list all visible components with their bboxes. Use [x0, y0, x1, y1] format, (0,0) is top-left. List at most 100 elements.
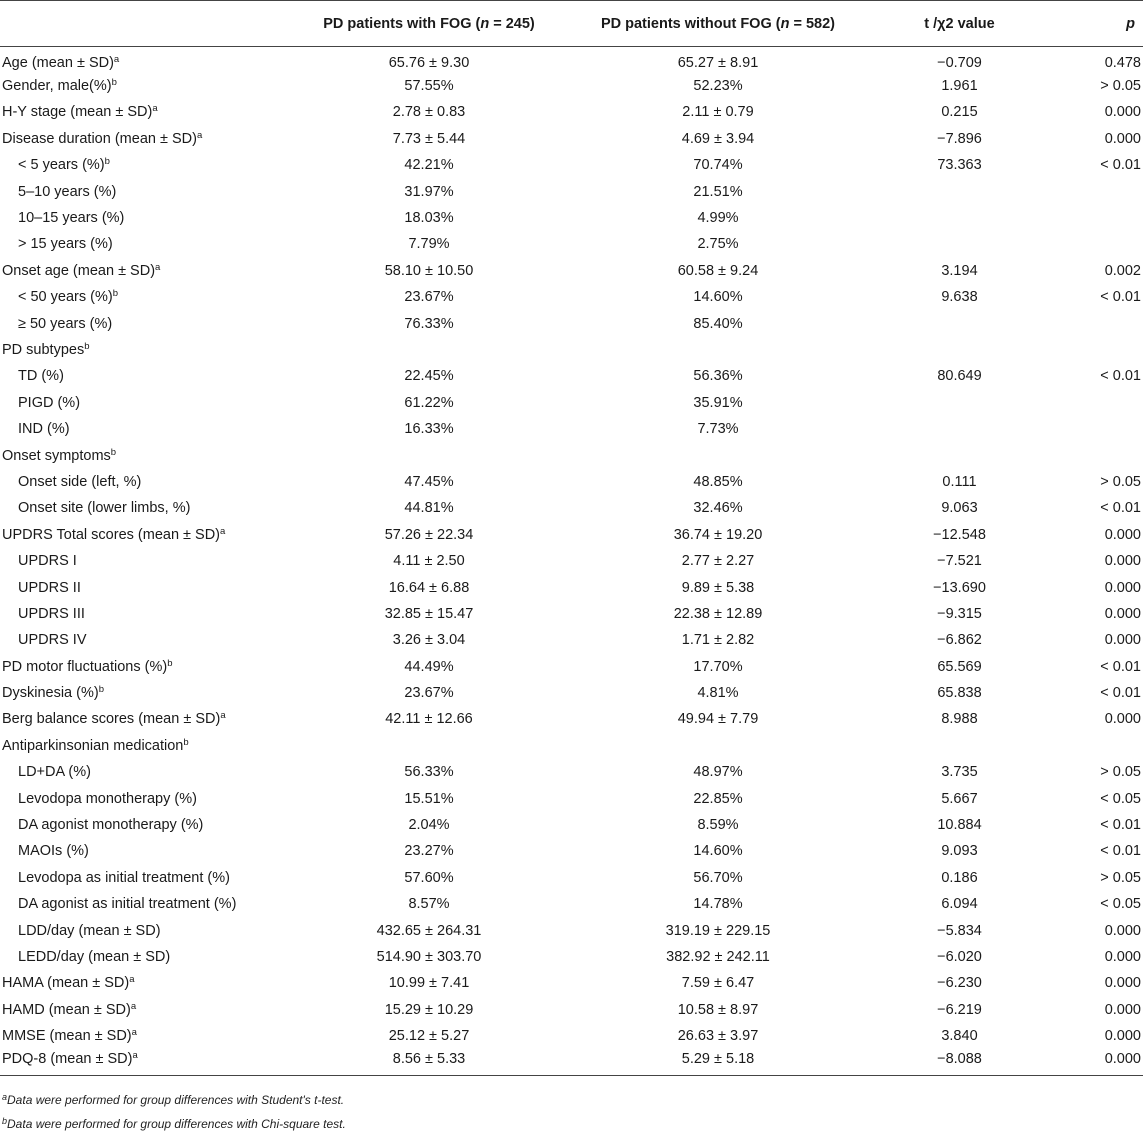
footnote-marker: b: [2, 1116, 8, 1126]
row-label-text: PD motor fluctuations (%): [2, 658, 168, 675]
cell-statistic: [868, 205, 1051, 231]
cell-statistic: 65.569: [937, 658, 982, 675]
footnote: bData were performed for group differenc…: [0, 1112, 346, 1136]
cell-p-value: > 0.05: [1100, 473, 1141, 490]
cell-p-value: 0.000: [1104, 553, 1141, 570]
cell-with-fog: 76.33%: [404, 315, 454, 332]
table-row: Onset symptomsb: [0, 442, 1143, 468]
cell-without-fog: 56.36%: [693, 368, 743, 385]
row-label-text: PIGD (%): [18, 394, 81, 411]
cell-with-fog: 65.76 ± 9.30: [388, 54, 470, 71]
cell-with-fog: 7.73 ± 5.44: [392, 130, 466, 147]
cell-statistic: 0.215: [941, 104, 978, 121]
row-label-text: LEDD/day (mean ± SD): [18, 948, 171, 965]
row-label: PD motor fluctuations (%)b: [0, 653, 290, 679]
header-with-fog: PD patients with FOG (n = 245): [290, 0, 568, 47]
cell-without-fog: 35.91%: [693, 394, 743, 411]
footnote-marker: b: [104, 156, 110, 168]
cell-with-fog: 25.12 ± 5.27: [388, 1028, 470, 1045]
cell-statistic: −12.548: [933, 526, 986, 543]
cell-with-fog: 57.55%: [404, 78, 454, 95]
cell-statistic: 9.638: [941, 289, 978, 306]
row-label: LD+DA (%): [0, 759, 290, 785]
cell-statistic: 5.667: [941, 790, 978, 807]
cell-with-fog: [290, 337, 568, 363]
cell-with-fog: 56.33%: [404, 764, 454, 781]
row-label-text: HAMA (mean ± SD): [2, 975, 130, 992]
cell-p-value: [1051, 310, 1143, 336]
cell-without-fog: 70.74%: [693, 157, 743, 174]
row-label: H-Y stage (mean ± SD)a: [0, 99, 290, 125]
cell-without-fog: 9.89 ± 5.38: [681, 579, 755, 596]
row-label: 5–10 years (%): [0, 178, 290, 204]
cell-p-value: [1051, 416, 1143, 442]
cell-statistic: 9.093: [941, 843, 978, 860]
cell-with-fog: 10.99 ± 7.41: [388, 975, 470, 992]
cell-without-fog: 382.92 ± 242.11: [666, 948, 770, 965]
cell-statistic: −7.521: [937, 553, 982, 570]
table-row: Age (mean ± SD)a 65.76 ± 9.30 65.27 ± 8.91…: [0, 47, 1143, 73]
cell-without-fog: 2.77 ± 2.27: [681, 553, 755, 570]
cell-statistic: 8.988: [941, 711, 978, 728]
cell-with-fog: 16.33%: [404, 421, 454, 438]
cell-without-fog: 1.71 ± 2.82: [681, 632, 755, 649]
row-label-text: LDD/day (mean ± SD): [18, 922, 161, 939]
row-label-text: DA agonist monotherapy (%): [18, 817, 204, 834]
cell-with-fog: 61.22%: [404, 394, 454, 411]
table-row: 10–15 years (%) 18.03% 4.99%: [0, 205, 1143, 231]
row-label-text: PD subtypes: [2, 341, 85, 358]
row-label: UPDRS II: [0, 574, 290, 600]
cell-statistic: 80.649: [937, 368, 982, 385]
cell-p-value: 0.000: [1104, 130, 1141, 147]
table-row: MMSE (mean ± SD)a 25.12 ± 5.27 26.63 ± 3.9…: [0, 1023, 1143, 1049]
cell-statistic: 3.194: [941, 262, 978, 279]
cell-with-fog: 22.45%: [404, 368, 454, 385]
row-label: Gender, male(%)b: [0, 73, 290, 99]
table-row: Levodopa monotherapy (%) 15.51% 22.85% 5.66…: [0, 785, 1143, 811]
cell-with-fog: 57.60%: [404, 869, 454, 886]
cell-p-value: [1051, 337, 1143, 363]
comparison-table: PD patients with FOG (n = 245) PD patien…: [0, 0, 1143, 1077]
row-label-text: H-Y stage (mean ± SD): [2, 104, 153, 121]
cell-statistic: 3.735: [941, 764, 978, 781]
footnote-marker: b: [112, 288, 118, 300]
cell-statistic: −6.219: [937, 1001, 982, 1018]
footnote-marker: b: [111, 77, 117, 89]
row-label: Disease duration (mean ± SD)a: [0, 126, 290, 152]
cell-with-fog: 432.65 ± 264.31: [376, 922, 482, 939]
cell-with-fog: 8.56 ± 5.33: [290, 1049, 568, 1077]
cell-with-fog: 23.67%: [404, 289, 454, 306]
row-label-text: UPDRS IV: [18, 632, 87, 649]
row-label: Levodopa monotherapy (%): [0, 785, 290, 811]
cell-statistic: [868, 310, 1051, 336]
cell-with-fog: 2.78 ± 0.83: [392, 104, 466, 121]
cell-statistic: −8.088: [868, 1049, 1051, 1077]
row-label: PIGD (%): [0, 390, 290, 416]
row-label-text: ≥ 50 years (%): [18, 315, 113, 332]
row-label-text: Onset site (lower limbs, %): [18, 500, 191, 517]
cell-p-value: < 0.01: [1100, 368, 1141, 385]
table-row: TD (%) 22.45% 56.36% 80.649 < 0.01: [0, 363, 1143, 389]
footnotes: aData were performed for group differenc…: [0, 1088, 346, 1136]
table-row: HAMA (mean ± SD)a 10.99 ± 7.41 7.59 ± 6.47…: [0, 970, 1143, 996]
row-label-text: < 5 years (%): [18, 157, 105, 174]
cell-with-fog: 47.45%: [404, 473, 454, 490]
cell-without-fog: 2.11 ± 0.79: [682, 104, 754, 121]
header-row: PD patients with FOG (n = 245) PD patien…: [0, 0, 1143, 47]
cell-statistic: [868, 178, 1051, 204]
cell-statistic: −13.690: [933, 579, 986, 596]
table-row: Antiparkinsonian medicationb: [0, 733, 1143, 759]
row-label-text: MAOIs (%): [18, 843, 89, 860]
row-label-text: < 50 years (%): [18, 289, 113, 306]
cell-with-fog: [290, 733, 568, 759]
cell-with-fog: 23.67%: [404, 685, 454, 702]
cell-without-fog: 65.27 ± 8.91: [677, 54, 759, 71]
table-row: ≥ 50 years (%) 76.33% 85.40%: [0, 310, 1143, 336]
cell-p-value: 0.002: [1104, 262, 1141, 279]
cell-p-value: 0.000: [1104, 1028, 1141, 1045]
row-label-text: MMSE (mean ± SD): [2, 1028, 132, 1045]
row-label-text: Gender, male(%): [2, 78, 112, 95]
footnote-marker: a: [2, 1092, 8, 1102]
cell-p-value: < 0.01: [1100, 685, 1141, 702]
cell-without-fog: 2.75%: [697, 236, 739, 253]
